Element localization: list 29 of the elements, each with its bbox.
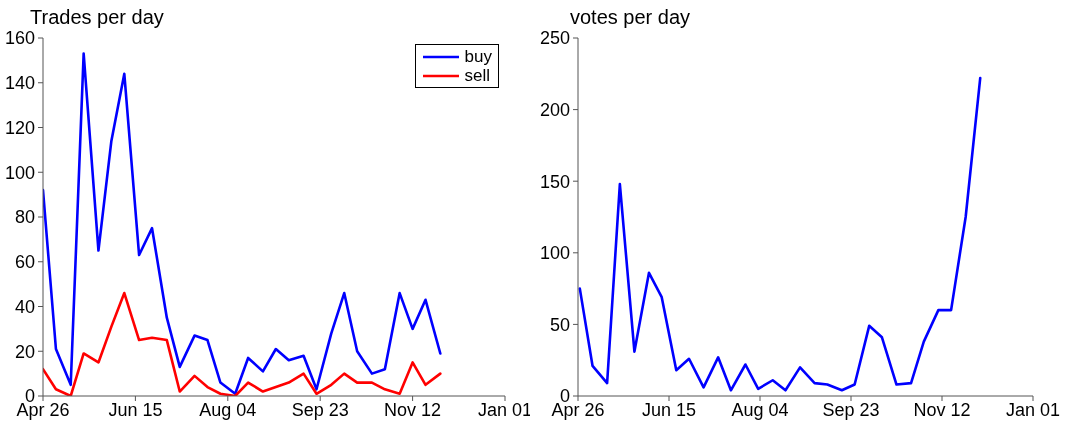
- y-tick-label: 250: [539, 28, 570, 49]
- y-tick-label: 100: [4, 162, 35, 183]
- x-tick-label: Sep 23: [822, 399, 880, 420]
- line-series: [43, 52, 442, 396]
- x-tick-label: Nov 12: [384, 399, 442, 420]
- x-tick-label: Aug 04: [199, 399, 257, 420]
- y-tick-label: 80: [14, 207, 35, 228]
- line-series: [578, 76, 982, 392]
- y-tick-label: 160: [4, 28, 35, 49]
- legend-label: buy: [464, 47, 492, 66]
- y-tick-label: 200: [539, 99, 570, 120]
- x-tick-label: Sep 23: [291, 399, 349, 420]
- y-tick-label: 60: [14, 252, 35, 273]
- chart-title: Trades per day: [30, 6, 164, 28]
- y-tick-label: 100: [539, 243, 570, 264]
- x-tick-label: Jun 15: [641, 399, 697, 420]
- y-tick-label: 20: [14, 341, 35, 362]
- line-series: [43, 291, 442, 396]
- x-tick-label: Jan 01: [1005, 399, 1061, 420]
- y-tick-label: 120: [4, 117, 35, 138]
- x-tick-label: Aug 04: [731, 399, 789, 420]
- y-tick-label: 50: [549, 314, 570, 335]
- legend-label: sell: [464, 66, 491, 85]
- y-tick-label: 150: [539, 171, 570, 192]
- y-tick-label: 140: [4, 73, 35, 94]
- x-tick-label: Nov 12: [913, 399, 971, 420]
- chart-title: votes per day: [570, 6, 691, 28]
- x-tick-label: Jun 15: [108, 399, 163, 420]
- y-tick-label: 40: [14, 296, 35, 317]
